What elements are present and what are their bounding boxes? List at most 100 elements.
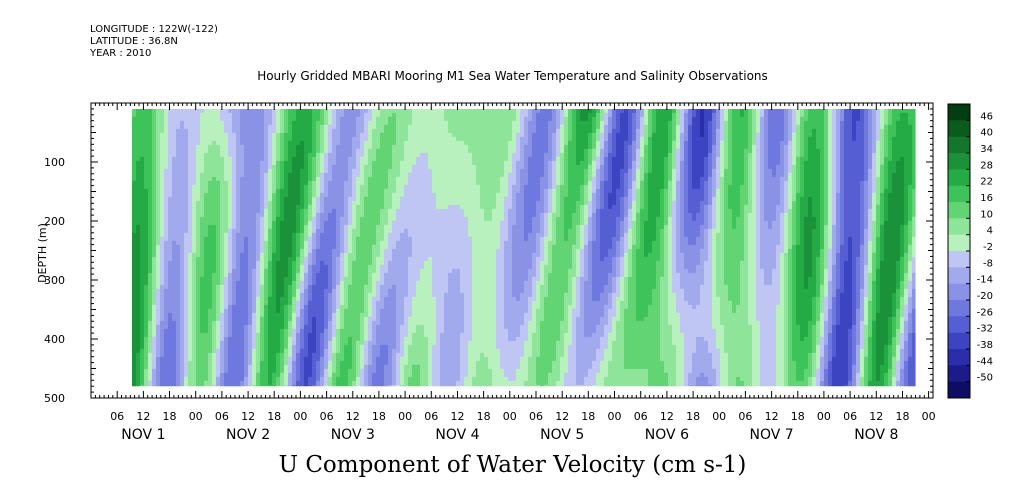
field-cell	[176, 304, 181, 310]
field-cell	[192, 336, 197, 342]
field-cell	[144, 156, 149, 162]
field-cell	[328, 264, 333, 270]
field-cell	[148, 196, 153, 202]
field-cell	[248, 156, 253, 162]
field-cell	[156, 320, 161, 326]
field-cell	[364, 368, 369, 374]
field-cell	[380, 116, 385, 122]
field-cell	[168, 156, 173, 162]
field-cell	[316, 200, 321, 206]
field-cell	[352, 376, 357, 382]
field-cell	[264, 220, 269, 226]
field-cell	[196, 132, 201, 138]
field-cell	[272, 184, 277, 190]
field-cell	[196, 192, 201, 198]
field-cell	[136, 240, 141, 246]
field-cell	[176, 292, 181, 298]
field-cell	[132, 292, 137, 298]
field-cell	[152, 156, 157, 162]
field-cell	[196, 136, 201, 142]
field-cell	[256, 228, 261, 234]
field-cell	[340, 168, 345, 174]
field-cell	[200, 140, 205, 146]
field-cell	[164, 336, 169, 342]
field-cell	[224, 132, 229, 138]
field-cell	[132, 324, 137, 330]
field-cell	[284, 356, 289, 362]
field-cell	[236, 372, 241, 378]
field-cell	[212, 256, 217, 262]
field-cell	[372, 372, 377, 378]
field-cell	[256, 256, 261, 262]
field-cell	[324, 136, 329, 142]
field-cell	[344, 168, 349, 174]
field-cell	[348, 296, 353, 302]
field-cell	[316, 276, 321, 282]
field-cell	[304, 124, 309, 130]
field-cell	[236, 168, 241, 174]
field-cell	[244, 232, 249, 238]
field-cell	[400, 272, 405, 278]
field-cell	[188, 140, 193, 146]
field-cell	[152, 308, 157, 314]
field-cell	[292, 248, 297, 254]
field-cell	[296, 296, 301, 302]
field-cell	[240, 380, 245, 386]
field-cell	[312, 248, 317, 254]
field-cell	[172, 244, 177, 250]
field-cell	[200, 264, 205, 270]
field-cell	[376, 368, 381, 374]
field-cell	[308, 228, 313, 234]
field-cell	[248, 340, 253, 346]
field-cell	[232, 220, 237, 226]
field-cell	[180, 372, 185, 378]
field-cell	[304, 160, 309, 166]
field-cell	[416, 124, 421, 130]
field-cell	[268, 176, 273, 182]
field-cell	[216, 180, 221, 186]
field-cell	[240, 308, 245, 314]
field-cell	[156, 196, 161, 202]
field-cell	[292, 284, 297, 290]
field-cell	[400, 184, 405, 190]
field-cell	[164, 308, 169, 314]
field-cell	[172, 320, 177, 326]
field-cell	[320, 332, 325, 338]
field-cell	[360, 228, 365, 234]
field-cell	[272, 220, 277, 226]
field-cell	[328, 300, 333, 306]
field-cell	[136, 384, 141, 387]
field-cell	[248, 168, 253, 174]
field-cell	[356, 352, 361, 358]
field-cell	[284, 236, 289, 242]
field-cell	[208, 344, 213, 350]
field-cell	[372, 252, 377, 258]
field-cell	[272, 208, 277, 214]
field-cell	[256, 212, 261, 218]
field-cell	[220, 304, 225, 310]
field-cell	[332, 280, 337, 286]
field-cell	[336, 132, 341, 138]
field-cell	[136, 132, 141, 138]
field-cell	[268, 256, 273, 262]
field-cell	[204, 348, 209, 354]
field-cell	[412, 212, 417, 218]
field-cell	[244, 340, 249, 346]
field-cell	[296, 364, 301, 370]
field-cell	[300, 112, 305, 118]
field-cell	[328, 320, 333, 326]
field-cell	[316, 292, 321, 298]
field-cell	[360, 132, 365, 138]
field-cell	[320, 188, 325, 194]
field-cell	[396, 184, 401, 190]
field-cell	[384, 324, 389, 330]
field-cell	[256, 224, 261, 230]
field-cell	[220, 192, 225, 198]
field-cell	[228, 276, 233, 282]
field-cell	[172, 160, 177, 166]
field-cell	[372, 136, 377, 142]
field-cell	[224, 384, 229, 387]
field-cell	[364, 216, 369, 222]
field-cell	[396, 228, 401, 234]
field-cell	[296, 304, 301, 310]
